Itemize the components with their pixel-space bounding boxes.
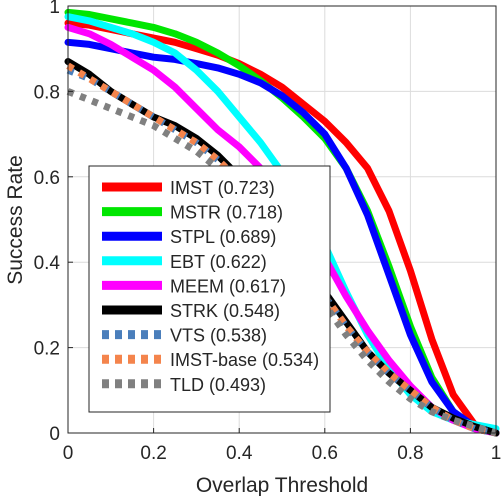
y-tick-label: 1: [49, 0, 60, 18]
x-tick-label: 0.8: [397, 443, 423, 464]
y-axis-label: Success Rate: [4, 155, 27, 285]
x-tick-label: 0.2: [140, 443, 166, 464]
legend-label: EBT (0.622): [170, 252, 267, 272]
series-line-stpl: [64, 38, 500, 437]
axis-ticks: 0 0.2 0.4 0.6 0.8 1 0 0.2 0.4 0.6 0.8 1: [34, 0, 501, 464]
legend-label: IMST-base (0.534): [170, 350, 319, 370]
y-tick-label: 0: [49, 424, 60, 445]
legend: IMST (0.723) MSTR (0.718) STPL (0.689) EBT …: [88, 165, 331, 413]
y-tick-label: 0.6: [34, 168, 60, 189]
x-tick-label: 1: [491, 443, 501, 464]
legend-label: MSTR (0.718): [170, 203, 283, 223]
legend-label: VTS (0.538): [170, 326, 267, 346]
y-tick-label: 0.2: [34, 339, 60, 360]
x-tick-label: 0.6: [312, 443, 338, 464]
x-tick-label: 0: [63, 443, 74, 464]
legend-label: STRK (0.548): [170, 301, 280, 321]
legend-label: TLD (0.493): [170, 375, 266, 395]
legend-label: STPL (0.689): [170, 227, 276, 247]
x-tick-label: 0.4: [226, 443, 253, 464]
y-tick-label: 0.8: [34, 82, 60, 103]
plot-frame: [67, 5, 497, 434]
legend-label: IMST (0.723): [170, 178, 275, 198]
legend-label: MEEM (0.617): [170, 276, 286, 296]
y-tick-label: 0.4: [34, 253, 61, 274]
x-axis-label: Overlap Threshold: [196, 474, 368, 496]
